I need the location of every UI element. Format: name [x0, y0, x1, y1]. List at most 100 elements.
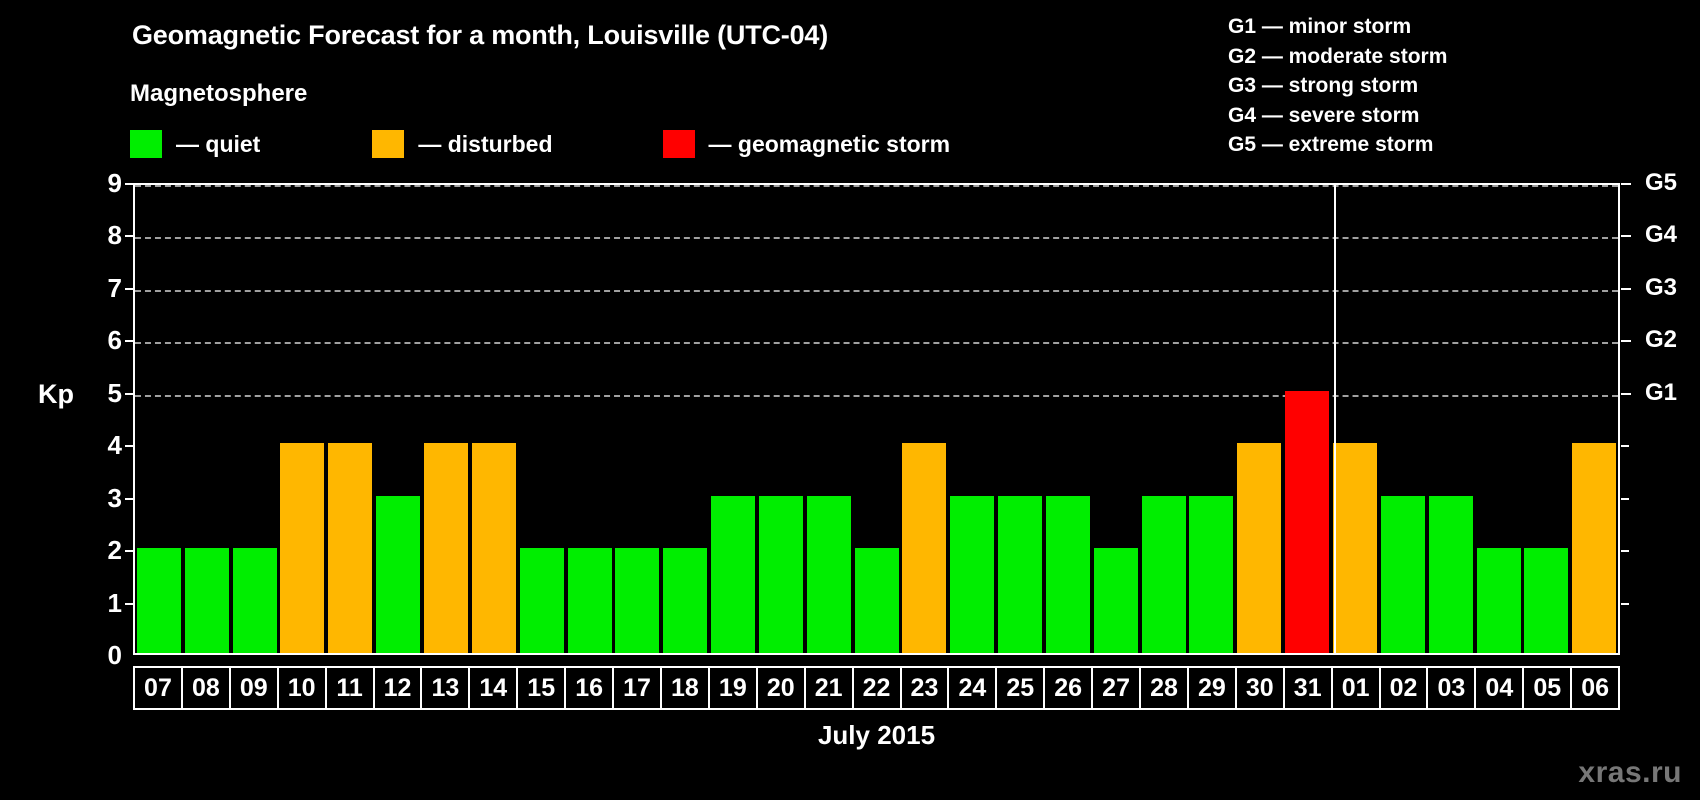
bar-day-26[interactable] [1045, 495, 1090, 653]
day-label-11[interactable]: 11 [327, 668, 375, 708]
bar-slot[interactable] [757, 185, 805, 653]
day-label-15[interactable]: 15 [518, 668, 567, 708]
bar-day-13[interactable] [423, 443, 468, 653]
day-label-31[interactable]: 31 [1285, 668, 1333, 708]
bar-slot[interactable] [996, 185, 1044, 653]
bar-slot[interactable] [1570, 185, 1618, 653]
day-label-08[interactable]: 08 [183, 668, 231, 708]
gridline-kp-9 [135, 185, 1618, 187]
bar-slot[interactable] [661, 185, 709, 653]
bar-slot[interactable] [1331, 185, 1379, 653]
day-label-17[interactable]: 17 [614, 668, 662, 708]
day-label-01[interactable]: 01 [1333, 668, 1381, 708]
bar-day-08[interactable] [184, 548, 229, 653]
bar-slot[interactable] [613, 185, 661, 653]
day-label-03[interactable]: 03 [1428, 668, 1477, 708]
g-scale-key-row-g4: G4 — severe storm [1228, 103, 1420, 127]
bar-day-28[interactable] [1141, 495, 1186, 653]
bar-slot[interactable] [231, 185, 279, 653]
bar-day-14[interactable] [471, 443, 516, 653]
bar-slot[interactable] [1044, 185, 1092, 653]
bar-slot[interactable] [326, 185, 374, 653]
legend-label-disturbed: — disturbed [418, 130, 553, 157]
bar-slot[interactable] [183, 185, 231, 653]
bar-slot[interactable] [566, 185, 614, 653]
bar-day-25[interactable] [998, 495, 1043, 653]
bar-day-10[interactable] [280, 443, 325, 653]
day-label-13[interactable]: 13 [422, 668, 471, 708]
day-label-25[interactable]: 25 [997, 668, 1046, 708]
day-label-05[interactable]: 05 [1524, 668, 1573, 708]
bar-slot[interactable] [901, 185, 949, 653]
bar-day-02[interactable] [1380, 495, 1425, 653]
day-label-26[interactable]: 26 [1045, 668, 1094, 708]
bar-day-19[interactable] [711, 495, 756, 653]
bar-day-31[interactable] [1285, 390, 1330, 653]
bar-slot[interactable] [1379, 185, 1427, 653]
day-label-29[interactable]: 29 [1189, 668, 1237, 708]
bar-day-07[interactable] [136, 548, 181, 653]
bar-day-21[interactable] [806, 495, 851, 653]
bar-day-06[interactable] [1572, 443, 1617, 653]
bar-slot[interactable] [805, 185, 853, 653]
g-tick-mark-G2 [1621, 340, 1631, 343]
day-label-02[interactable]: 02 [1381, 668, 1429, 708]
bar-slot[interactable] [709, 185, 757, 653]
bar-day-05[interactable] [1524, 548, 1569, 653]
day-label-20[interactable]: 20 [758, 668, 806, 708]
day-label-06[interactable]: 06 [1581, 673, 1610, 702]
bar-day-04[interactable] [1476, 548, 1521, 653]
g-tick-mark-minor-1 [1621, 602, 1629, 605]
bar-day-27[interactable] [1093, 548, 1138, 653]
day-label-24[interactable]: 24 [949, 668, 998, 708]
day-label-19[interactable]: 19 [710, 668, 758, 708]
day-label-30[interactable]: 30 [1237, 668, 1285, 708]
bar-slot[interactable] [1235, 185, 1283, 653]
bar-day-18[interactable] [663, 548, 708, 653]
bar-slot[interactable] [422, 185, 470, 653]
day-label-28[interactable]: 28 [1141, 668, 1189, 708]
bar-day-29[interactable] [1189, 495, 1234, 653]
bar-slot[interactable] [853, 185, 901, 653]
bar-day-01[interactable] [1333, 443, 1378, 653]
day-label-22[interactable]: 22 [854, 668, 902, 708]
bar-day-23[interactable] [902, 443, 947, 653]
day-label-12[interactable]: 12 [375, 668, 423, 708]
bar-slot[interactable] [374, 185, 422, 653]
bar-day-16[interactable] [567, 548, 612, 653]
bar-day-20[interactable] [758, 495, 803, 653]
bar-day-30[interactable] [1237, 443, 1282, 653]
bar-day-24[interactable] [950, 495, 995, 653]
bar-day-17[interactable] [615, 548, 660, 653]
day-label-23[interactable]: 23 [902, 668, 950, 708]
bar-slot[interactable] [518, 185, 566, 653]
g-scale-key-row-g3: G3 — strong storm [1228, 74, 1419, 97]
y-tick-mark-5 [125, 392, 134, 395]
bar-slot[interactable] [948, 185, 996, 653]
day-label-09[interactable]: 09 [231, 668, 279, 708]
bar-slot[interactable] [1427, 185, 1475, 653]
bar-slot[interactable] [1140, 185, 1188, 653]
bar-slot[interactable] [1475, 185, 1523, 653]
bar-day-22[interactable] [854, 548, 899, 653]
bar-slot[interactable] [1283, 185, 1331, 653]
day-label-07[interactable]: 07 [135, 668, 183, 708]
bar-slot[interactable] [279, 185, 327, 653]
bar-day-11[interactable] [328, 443, 373, 653]
bar-day-15[interactable] [519, 548, 564, 653]
day-label-21[interactable]: 21 [806, 668, 854, 708]
day-label-27[interactable]: 27 [1093, 668, 1142, 708]
bar-slot[interactable] [1188, 185, 1236, 653]
bar-slot[interactable] [470, 185, 518, 653]
bar-slot[interactable] [1092, 185, 1140, 653]
day-label-14[interactable]: 14 [470, 668, 519, 708]
bar-slot[interactable] [1522, 185, 1570, 653]
bar-day-12[interactable] [376, 495, 421, 653]
day-label-18[interactable]: 18 [662, 668, 710, 708]
day-label-04[interactable]: 04 [1476, 668, 1525, 708]
day-label-16[interactable]: 16 [566, 668, 615, 708]
bar-day-03[interactable] [1428, 495, 1473, 653]
bar-slot[interactable] [135, 185, 183, 653]
day-label-10[interactable]: 10 [279, 668, 327, 708]
bar-day-09[interactable] [232, 548, 277, 653]
